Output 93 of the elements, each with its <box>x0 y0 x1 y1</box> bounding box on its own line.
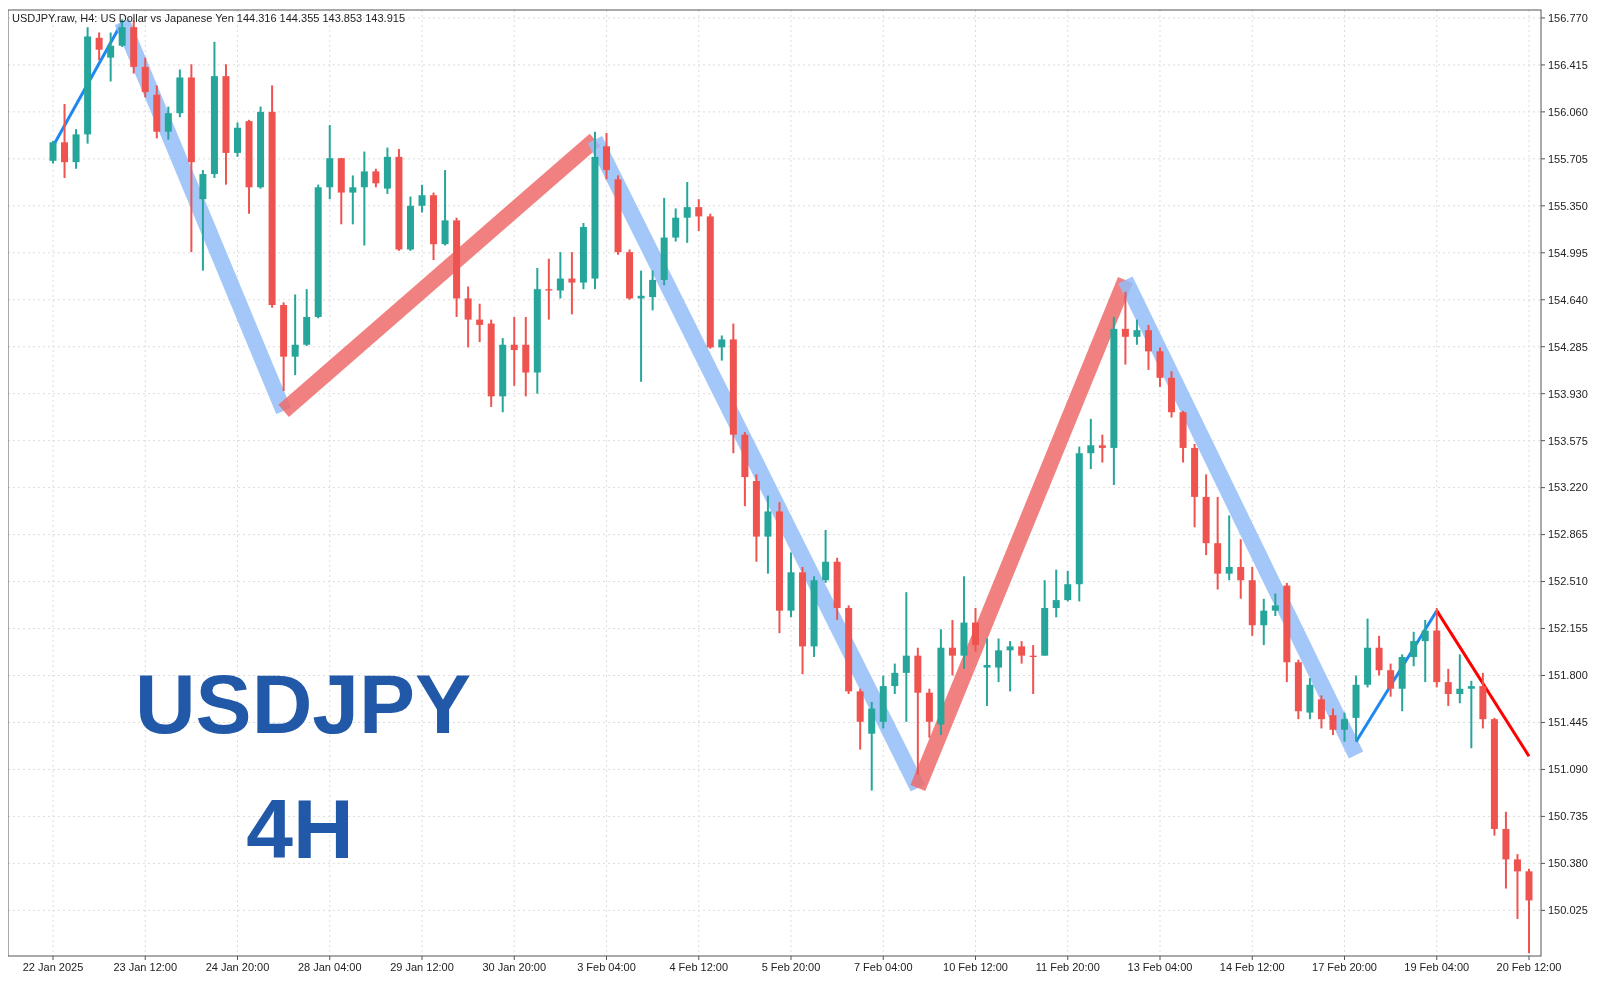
x-tick-label: 7 Feb 04:00 <box>853 961 913 973</box>
candlestick <box>1087 417 1095 471</box>
candlestick <box>948 618 956 677</box>
y-tick-label: 153.930 <box>1548 387 1588 400</box>
candlestick <box>1410 630 1418 668</box>
candlestick <box>902 591 910 723</box>
annotation: 4H <box>246 782 354 876</box>
x-tick-label: 11 Feb 20:00 <box>1035 961 1100 973</box>
x-tick-label: 20 Feb 12:00 <box>1496 961 1562 973</box>
candlestick <box>683 181 691 244</box>
x-tick-label: 23 Jan 12:00 <box>113 961 178 973</box>
candlestick <box>360 150 368 247</box>
candlestick <box>672 207 680 243</box>
candlestick <box>291 293 299 377</box>
candlestick <box>1375 634 1383 677</box>
candlestick <box>1513 853 1521 920</box>
candlestick <box>464 285 472 349</box>
candlestick <box>718 334 726 362</box>
candlestick <box>418 183 426 214</box>
candlestick <box>568 251 576 316</box>
y-tick-label: 156.060 <box>1548 105 1588 118</box>
candlestick <box>1121 290 1129 366</box>
candlestick <box>1144 323 1152 371</box>
y-tick-label: 154.995 <box>1548 246 1588 259</box>
candlestick <box>1467 679 1475 750</box>
candlestick <box>61 102 69 180</box>
candlestick <box>603 132 610 181</box>
x-tick-label: 3 Feb 04:00 <box>577 961 636 973</box>
x-tick-label: 17 Feb 20:00 <box>1312 961 1377 973</box>
candlestick <box>1456 653 1464 705</box>
candlestick <box>49 139 57 165</box>
candlestick <box>1006 640 1014 693</box>
candlestick <box>1052 568 1060 619</box>
candlestick <box>822 528 830 584</box>
candlestick <box>983 637 991 707</box>
candlestick <box>372 167 380 189</box>
candlestick <box>441 169 449 247</box>
candlestick <box>695 198 703 232</box>
candlestick <box>1341 711 1348 743</box>
candlestick <box>1064 569 1072 603</box>
y-tick-label: 152.865 <box>1548 528 1588 541</box>
y-tick-label: 154.285 <box>1548 340 1588 353</box>
candlestick <box>891 662 899 696</box>
candlestick <box>1444 667 1452 707</box>
y-tick-label: 151.445 <box>1548 716 1588 729</box>
candlestick <box>107 31 115 83</box>
x-tick-label: 22 Jan 2025 <box>22 961 84 973</box>
candlestick <box>1237 538 1245 600</box>
candlestick <box>1421 618 1429 684</box>
candlestick <box>476 302 484 344</box>
y-tick-label: 154.640 <box>1548 293 1588 306</box>
candlestick <box>1133 318 1141 346</box>
x-tick-label: 30 Jan 20:00 <box>482 961 547 973</box>
y-tick-label: 152.510 <box>1548 575 1588 588</box>
y-tick-label: 150.380 <box>1548 857 1588 870</box>
x-tick-label: 10 Feb 12:00 <box>943 961 1008 973</box>
candlestick <box>95 31 103 62</box>
candlestick <box>1225 514 1233 582</box>
x-tick-label: 28 Jan 04:00 <box>297 961 362 973</box>
candlestick <box>1271 592 1279 617</box>
candlestick <box>556 251 564 300</box>
x-tick-label: 5 Feb 20:00 <box>761 961 821 973</box>
y-tick-label: 153.220 <box>1548 481 1588 494</box>
y-tick-label: 156.415 <box>1548 58 1588 71</box>
y-tick-label: 155.705 <box>1548 152 1588 165</box>
x-tick-label: 14 Feb 12:00 <box>1219 961 1285 973</box>
y-tick-label: 150.025 <box>1548 904 1588 917</box>
x-tick-label: 24 Jan 20:00 <box>205 961 270 973</box>
candlestick <box>1387 662 1395 698</box>
candlestick <box>1098 433 1106 464</box>
y-tick-label: 152.155 <box>1548 622 1588 635</box>
x-tick-label: 13 Feb 04:00 <box>1127 961 1193 973</box>
candlestick <box>1260 597 1268 647</box>
candlestick <box>995 637 1003 684</box>
y-tick-label: 151.090 <box>1548 763 1588 776</box>
y-tick-label: 153.575 <box>1548 434 1588 447</box>
y-tick-label: 155.350 <box>1548 199 1588 212</box>
candlestick <box>1018 640 1026 665</box>
candlestick <box>1329 707 1337 737</box>
chart-title: USDJPY.raw, H4: US Dollar vs Japanese Yen 144.316 144.355 143.853 143.915 <box>12 12 406 24</box>
candlestick <box>972 607 979 653</box>
candlestick <box>1317 694 1325 730</box>
candlestick <box>349 174 357 226</box>
annotation: USDJPY <box>134 657 472 751</box>
y-tick-label: 151.800 <box>1548 669 1588 682</box>
x-tick-label: 19 Feb 04:00 <box>1404 961 1470 973</box>
x-tick-label: 29 Jan 12:00 <box>390 961 454 973</box>
candlestick <box>649 269 657 312</box>
candlestick <box>510 315 518 387</box>
x-tick-label: 4 Feb 12:00 <box>669 961 729 973</box>
y-tick-label: 150.735 <box>1548 810 1588 823</box>
y-tick-label: 156.770 <box>1548 11 1588 24</box>
candlestick <box>164 105 172 141</box>
